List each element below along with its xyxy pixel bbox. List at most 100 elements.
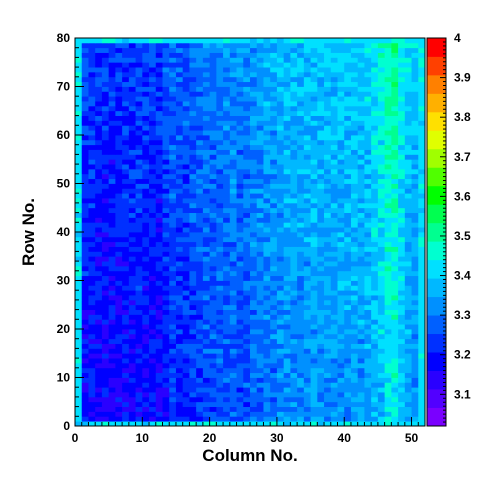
heatmap-cell (344, 178, 352, 184)
heatmap-cell (108, 101, 116, 107)
heatmap-cell (182, 392, 190, 398)
heatmap-cell (128, 144, 136, 150)
heatmap-cell (223, 392, 231, 398)
heatmap-cell (404, 261, 412, 267)
heatmap-cell (122, 62, 130, 68)
heatmap-cell (377, 236, 386, 243)
heatmap-cell (209, 387, 217, 393)
heatmap-cell (297, 246, 305, 252)
heatmap-cell (175, 212, 184, 218)
heatmap-cell (101, 348, 110, 354)
heatmap-cell (324, 295, 332, 301)
heatmap-cell (384, 401, 392, 407)
heatmap-cell (404, 202, 412, 209)
heatmap-cell (283, 416, 291, 422)
heatmap-cell (236, 256, 244, 262)
heatmap-cell (391, 372, 399, 378)
heatmap-cell (223, 159, 231, 165)
heatmap-cell (175, 362, 184, 369)
heatmap-cell (209, 86, 217, 92)
heatmap-cell (101, 105, 110, 112)
heatmap-cell (310, 198, 318, 204)
heatmap-cell (216, 232, 224, 238)
heatmap-cell (229, 168, 237, 175)
heatmap-cell (398, 173, 406, 180)
heatmap-cell (182, 115, 190, 121)
heatmap-cell (330, 362, 338, 369)
heatmap-cell (357, 178, 365, 184)
heatmap-cell (270, 164, 278, 170)
heatmap-cell (243, 421, 251, 427)
heatmap-cell (350, 125, 359, 131)
heatmap-cell (398, 168, 406, 175)
heatmap-cell (350, 372, 359, 378)
heatmap-cell (404, 421, 412, 427)
heatmap-cell (101, 319, 110, 325)
heatmap-cell (310, 387, 318, 393)
heatmap-cell (202, 396, 211, 403)
heatmap-cell (310, 416, 318, 422)
heatmap-cell (364, 183, 372, 189)
heatmap-cell (377, 324, 386, 330)
heatmap-cell (182, 178, 190, 184)
heatmap-cell (169, 246, 177, 252)
heatmap-cell (263, 188, 271, 194)
heatmap-cell (169, 309, 177, 315)
heatmap-cell (330, 105, 338, 112)
heatmap-cell (411, 367, 419, 374)
colorbar-tick-label: 4 (454, 31, 461, 45)
heatmap-cell (182, 280, 190, 286)
heatmap-cell (196, 62, 204, 68)
heatmap-cell (250, 324, 258, 330)
heatmap-cell (128, 202, 136, 209)
heatmap-cell (337, 338, 345, 344)
heatmap-cell (371, 115, 379, 121)
heatmap-cell (108, 343, 116, 349)
heatmap-cell (122, 67, 130, 73)
heatmap-cell (75, 241, 83, 247)
heatmap-cell (162, 290, 170, 296)
heatmap-cell (196, 401, 204, 407)
heatmap-cell (324, 343, 332, 349)
heatmap-cell (398, 358, 406, 364)
heatmap-cell (297, 62, 305, 68)
heatmap-cell (371, 411, 379, 417)
heatmap-cell (357, 401, 365, 407)
heatmap-cell (377, 91, 386, 97)
heatmap-cell (115, 81, 123, 87)
heatmap-cell (384, 236, 392, 243)
heatmap-cell (290, 202, 298, 209)
heatmap-cell (297, 154, 305, 160)
heatmap-cell (404, 353, 412, 359)
heatmap-cell (135, 81, 143, 87)
heatmap-cell (101, 362, 110, 369)
heatmap-cell (290, 232, 298, 238)
heatmap-cell (310, 135, 318, 141)
heatmap-cell (108, 416, 116, 422)
heatmap-cell (149, 246, 157, 252)
heatmap-cell (88, 164, 96, 170)
heatmap-cell (364, 178, 372, 184)
heatmap-cell (243, 367, 251, 374)
heatmap-cell (404, 101, 412, 107)
heatmap-cell (223, 280, 231, 286)
heatmap-cell (303, 348, 311, 354)
heatmap-cell (122, 144, 130, 150)
heatmap-cell (216, 91, 224, 97)
heatmap-cell (236, 362, 244, 369)
heatmap-cell (155, 392, 163, 398)
heatmap-cell (350, 178, 359, 184)
heatmap-cell (263, 173, 271, 180)
heatmap-cell (350, 285, 359, 291)
heatmap-cell (350, 246, 359, 252)
heatmap-cell (276, 198, 285, 204)
heatmap-cell (81, 62, 89, 68)
heatmap-cell (411, 130, 419, 136)
heatmap-cell (128, 125, 136, 131)
heatmap-cell (229, 280, 237, 286)
heatmap-cell (155, 125, 163, 131)
heatmap-cell (155, 139, 163, 146)
heatmap-cell (175, 275, 184, 281)
heatmap-cell (209, 396, 217, 403)
heatmap-cell (196, 265, 204, 272)
